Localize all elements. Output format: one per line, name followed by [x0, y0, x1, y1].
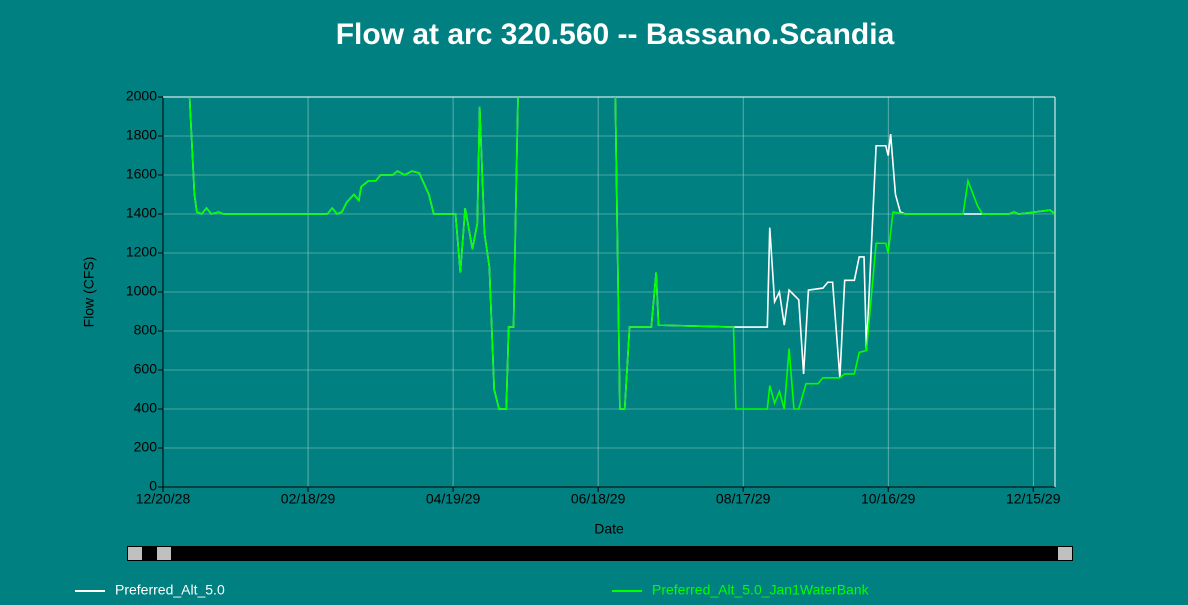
y-tick-label: 1000 — [126, 283, 157, 299]
x-axis-label: Date — [594, 521, 624, 537]
legend-label: Preferred_Alt_5.0_Jan1WaterBank — [652, 582, 870, 598]
scroll-left[interactable] — [128, 547, 142, 560]
x-tick-label: 04/19/29 — [426, 491, 481, 507]
legend-label: Preferred_Alt_5.0 — [115, 582, 225, 598]
y-tick-label: 0 — [149, 478, 157, 494]
scroll-right[interactable] — [1058, 547, 1072, 560]
chart-title: Flow at arc 320.560 -- Bassano.Scandia — [336, 18, 895, 51]
scroll-thumb[interactable] — [157, 547, 171, 560]
y-tick-label: 1600 — [126, 166, 157, 182]
x-tick-label: 12/20/28 — [136, 491, 191, 507]
y-tick-label: 800 — [134, 322, 158, 338]
y-tick-label: 1200 — [126, 244, 157, 260]
x-tick-label: 10/16/29 — [861, 491, 916, 507]
y-tick-label: 400 — [134, 400, 158, 416]
x-tick-label: 12/15/29 — [1006, 491, 1061, 507]
series-line — [188, 97, 1055, 410]
y-tick-label: 200 — [134, 439, 158, 455]
y-tick-label: 2000 — [126, 88, 157, 104]
x-tick-label: 08/17/29 — [716, 491, 771, 507]
y-tick-label: 600 — [134, 361, 158, 377]
scrollbar-track[interactable] — [127, 546, 1073, 561]
y-tick-label: 1800 — [126, 127, 157, 143]
scrollbar[interactable] — [127, 546, 1073, 561]
y-axis-label: Flow (CFS) — [81, 257, 97, 328]
x-tick-label: 02/18/29 — [281, 491, 336, 507]
series-line — [188, 97, 1055, 410]
x-tick-label: 06/18/29 — [571, 491, 626, 507]
y-tick-label: 1400 — [126, 205, 157, 221]
